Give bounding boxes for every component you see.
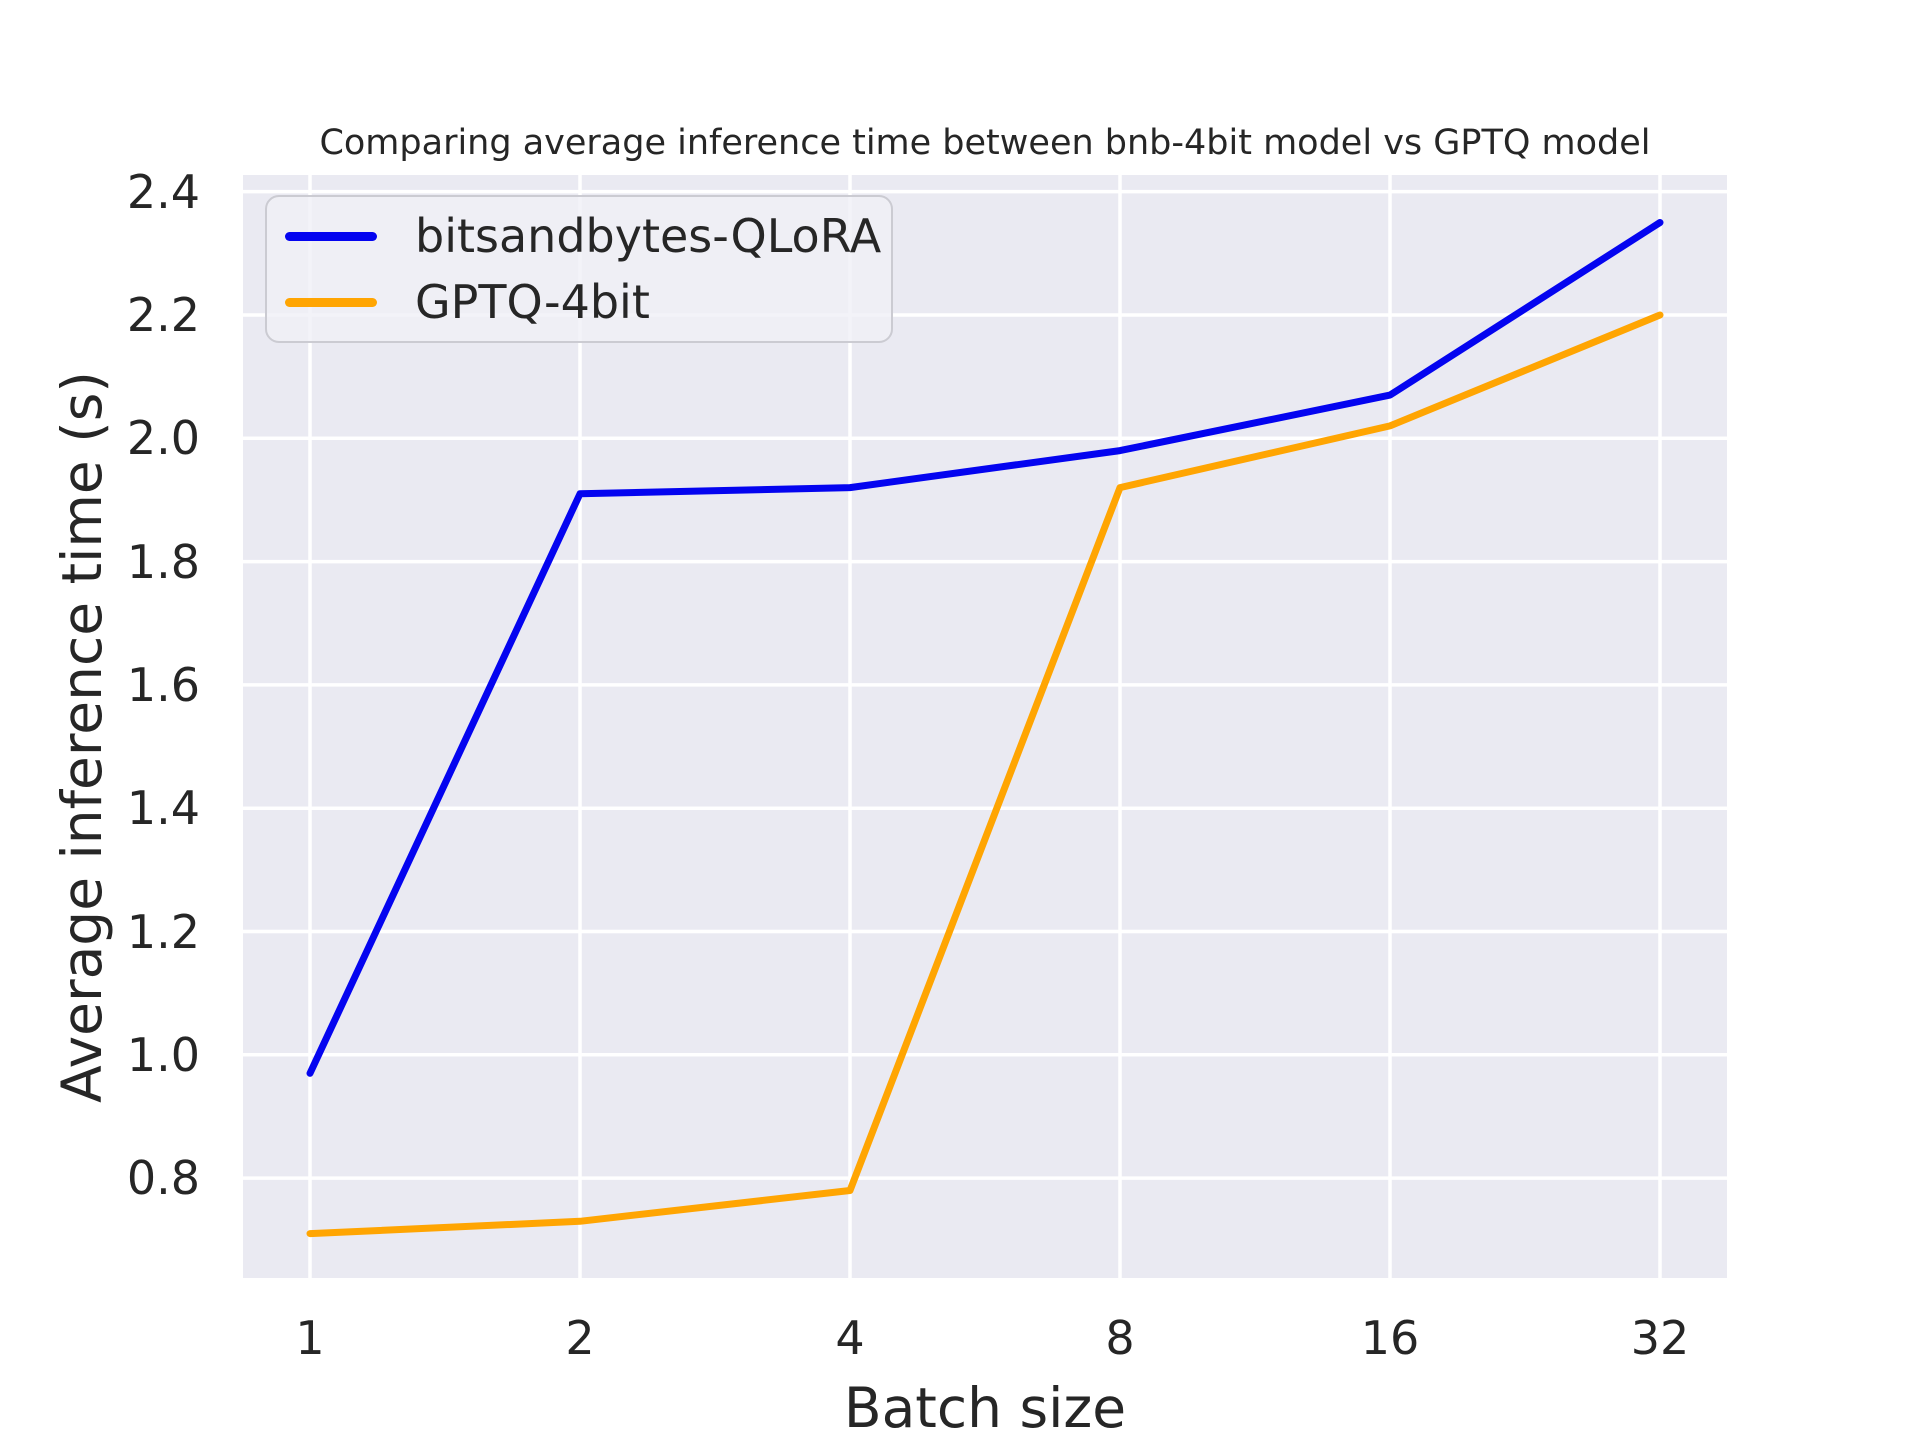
legend-label: GPTQ-4bit (415, 275, 650, 329)
chart-title: Comparing average inference time between… (319, 123, 1651, 163)
y-axis-label: Average inference time (s) (50, 371, 114, 1103)
y-tick-label: 1.0 (126, 1027, 200, 1082)
series-line-GPTQ-4bit (306, 311, 1664, 1238)
y-tick-label: 1.4 (126, 781, 200, 836)
y-tick-label: 1.6 (126, 657, 200, 712)
y-tick-label: 2.2 (126, 287, 200, 342)
axes-background (243, 175, 1727, 1278)
legend-line-swatch (285, 297, 377, 307)
series-line-bitsandbytes-QLoRA (306, 219, 1664, 1077)
x-tick-label: 2 (565, 1311, 595, 1365)
x-tick-label: 16 (1360, 1311, 1420, 1365)
x-tick-label: 1 (295, 1311, 325, 1365)
legend-item: bitsandbytes-QLoRA (285, 206, 891, 266)
x-tick-label: 32 (1630, 1311, 1690, 1365)
x-axis-label: Batch size (843, 1376, 1127, 1440)
x-tick-label: 8 (1105, 1311, 1135, 1365)
y-tick-label: 2.4 (126, 164, 200, 219)
legend-item: GPTQ-4bit (285, 272, 891, 332)
y-tick-label: 1.8 (126, 534, 200, 589)
x-tick-label: 4 (835, 1311, 865, 1365)
y-tick-label: 0.8 (126, 1151, 200, 1206)
y-tick-label: 1.2 (126, 904, 200, 959)
legend: bitsandbytes-QLoRA GPTQ-4bit (265, 195, 893, 343)
legend-label: bitsandbytes-QLoRA (415, 209, 882, 263)
y-tick-label: 2.0 (126, 411, 200, 466)
legend-line-swatch (285, 231, 377, 241)
